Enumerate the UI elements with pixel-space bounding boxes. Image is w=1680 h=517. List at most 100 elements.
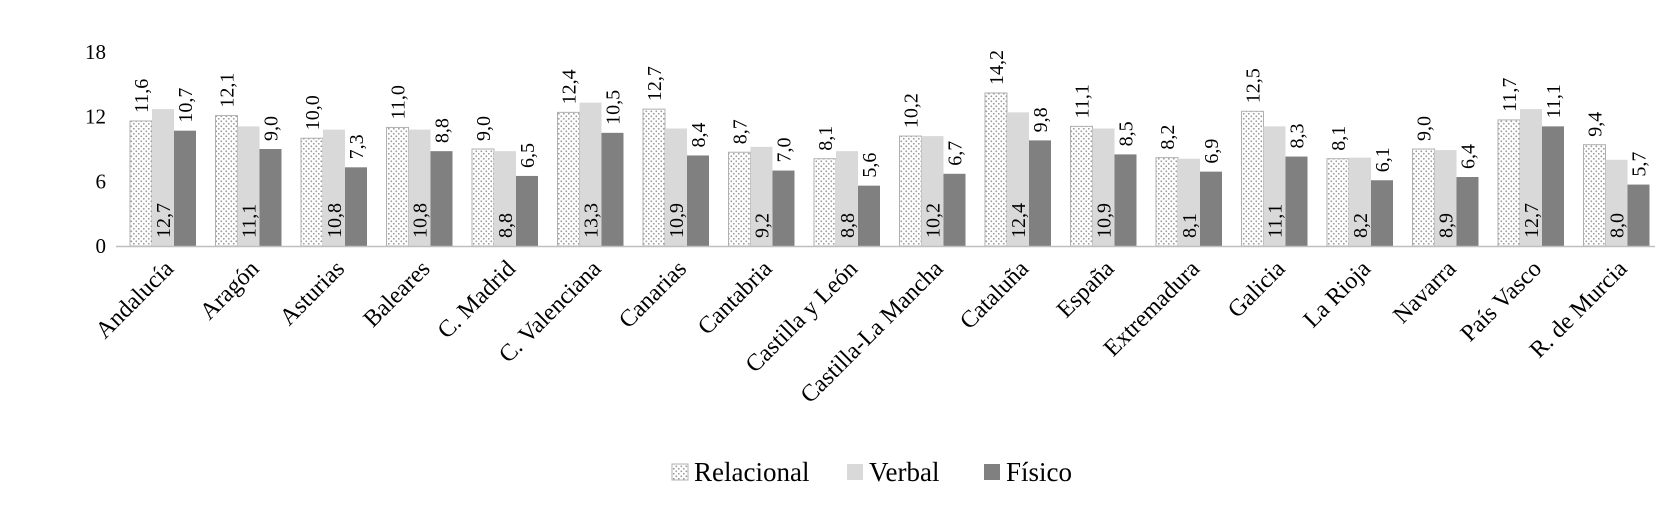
data-label-verbal: 10,8 — [410, 203, 432, 238]
data-label-verbal: 11,1 — [239, 204, 261, 238]
data-label-relacional: 11,1 — [1072, 84, 1094, 118]
bar-físico — [858, 185, 880, 246]
data-label-físico: 6,7 — [945, 141, 967, 166]
bar-físico — [259, 149, 282, 246]
data-label-relacional: 8,1 — [1328, 126, 1350, 151]
bar-físico — [601, 132, 624, 246]
data-label-verbal: 10,9 — [666, 203, 688, 238]
data-label-físico: 7,3 — [346, 134, 368, 159]
legend-swatch-verbal — [847, 464, 863, 480]
plot-area: 0 6 12 18 11,6 12,7 10,7 Andalucía 12,1 11,1 9,0 Ar… — [85, 40, 1655, 409]
legend-label-verbal: Verbal — [869, 457, 939, 487]
bar-verbal — [494, 151, 516, 246]
bar-físico — [687, 155, 709, 246]
x-tick-label: Navarra — [1388, 256, 1461, 329]
data-label-relacional: 8,1 — [815, 126, 837, 151]
data-label-verbal: 12,4 — [1008, 203, 1030, 238]
data-label-relacional: 12,4 — [559, 69, 581, 104]
bar-físico — [1114, 154, 1137, 246]
data-label-relacional: 9,4 — [1585, 112, 1607, 137]
x-tick-label: Canarias — [614, 256, 692, 334]
bar-verbal — [836, 151, 858, 246]
data-label-físico: 6,5 — [517, 143, 539, 168]
data-label-verbal: 11,1 — [1265, 204, 1287, 238]
y-tick-label: 6 — [96, 169, 107, 193]
bar-verbal — [237, 126, 260, 246]
bar-verbal — [579, 102, 602, 247]
bar-verbal — [1349, 157, 1371, 246]
data-label-físico: 11,1 — [1543, 84, 1565, 118]
bar-verbal — [408, 129, 431, 246]
bar-físico — [772, 170, 795, 246]
x-tick-label: La Rioja — [1299, 256, 1377, 334]
bar-relacional — [1326, 158, 1350, 247]
data-label-físico: 6,4 — [1458, 144, 1480, 169]
bar-relacional — [1070, 125, 1093, 247]
x-tick-label: Galicia — [1223, 256, 1291, 324]
data-label-verbal: 8,2 — [1350, 213, 1372, 238]
bar-relacional — [642, 108, 666, 247]
data-label-verbal: 8,9 — [1436, 213, 1458, 238]
data-label-verbal: 10,8 — [324, 203, 346, 238]
x-tick-label: Asturias — [275, 256, 350, 331]
x-tick-label: Castilla-La Mancha — [796, 256, 949, 409]
x-tick-label: Baleares — [359, 256, 436, 333]
bar-verbal — [323, 129, 345, 246]
bar-verbal — [1007, 112, 1029, 246]
bar-relacional — [813, 158, 837, 247]
data-label-físico: 5,6 — [859, 153, 881, 178]
data-label-relacional: 12,7 — [644, 66, 666, 101]
bar-verbal — [750, 146, 773, 246]
data-label-verbal: 12,7 — [153, 203, 175, 238]
data-label-físico: 9,0 — [261, 116, 283, 141]
legend-swatch-relacional — [671, 463, 689, 481]
bar-relacional — [728, 151, 751, 247]
bar-relacional — [300, 137, 324, 247]
bar-relacional — [1497, 119, 1521, 247]
data-label-físico: 9,8 — [1030, 107, 1052, 132]
x-tick-label: Andalucía — [91, 256, 179, 344]
y-tick-label: 18 — [85, 40, 106, 64]
x-tick-label: Cantabria — [693, 256, 778, 341]
bar-verbal — [1263, 126, 1286, 246]
bar-relacional — [215, 115, 238, 247]
data-label-físico: 6,1 — [1372, 147, 1394, 172]
legend-swatch-físico — [984, 464, 1000, 480]
bar-físico — [1200, 171, 1222, 246]
bar-relacional — [1241, 110, 1264, 247]
bar-físico — [943, 173, 966, 246]
data-label-verbal: 8,0 — [1607, 213, 1629, 238]
data-label-relacional: 11,0 — [388, 85, 410, 119]
data-label-verbal: 10,2 — [923, 203, 945, 238]
y-tick-label: 0 — [96, 234, 107, 258]
legend-label-físico: Físico — [1006, 457, 1072, 487]
data-label-físico: 10,7 — [175, 88, 197, 123]
bar-físico — [1029, 140, 1051, 246]
x-tick-label: Cataluña — [955, 256, 1034, 335]
data-label-físico: 8,5 — [1116, 121, 1138, 146]
data-label-verbal: 12,7 — [1521, 203, 1543, 238]
data-label-relacional: 12,1 — [217, 73, 239, 108]
x-tick-label: C. Madrid — [433, 256, 521, 344]
bar-relacional — [984, 92, 1008, 247]
x-tick-label: Aragón — [195, 256, 264, 325]
bar-físico — [1371, 180, 1393, 246]
data-label-relacional: 11,7 — [1499, 78, 1521, 112]
bar-verbal — [1092, 128, 1115, 246]
data-label-físico: 8,4 — [688, 122, 710, 147]
data-label-relacional: 9,0 — [473, 116, 495, 141]
bar-físico — [1285, 156, 1308, 246]
y-tick-label: 12 — [85, 105, 106, 129]
bar-verbal — [1178, 158, 1200, 246]
bar-verbal — [1605, 159, 1628, 246]
bar-físico — [345, 167, 367, 246]
bar-verbal — [1434, 150, 1457, 246]
bar-relacional — [471, 148, 495, 247]
bar-relacional — [129, 120, 153, 247]
data-label-verbal: 10,9 — [1094, 203, 1116, 238]
data-label-físico: 10,5 — [603, 90, 625, 125]
bar-relacional — [1155, 157, 1179, 247]
bar-relacional — [557, 111, 580, 247]
data-label-relacional: 12,5 — [1243, 68, 1265, 103]
bar-físico — [1456, 177, 1479, 246]
